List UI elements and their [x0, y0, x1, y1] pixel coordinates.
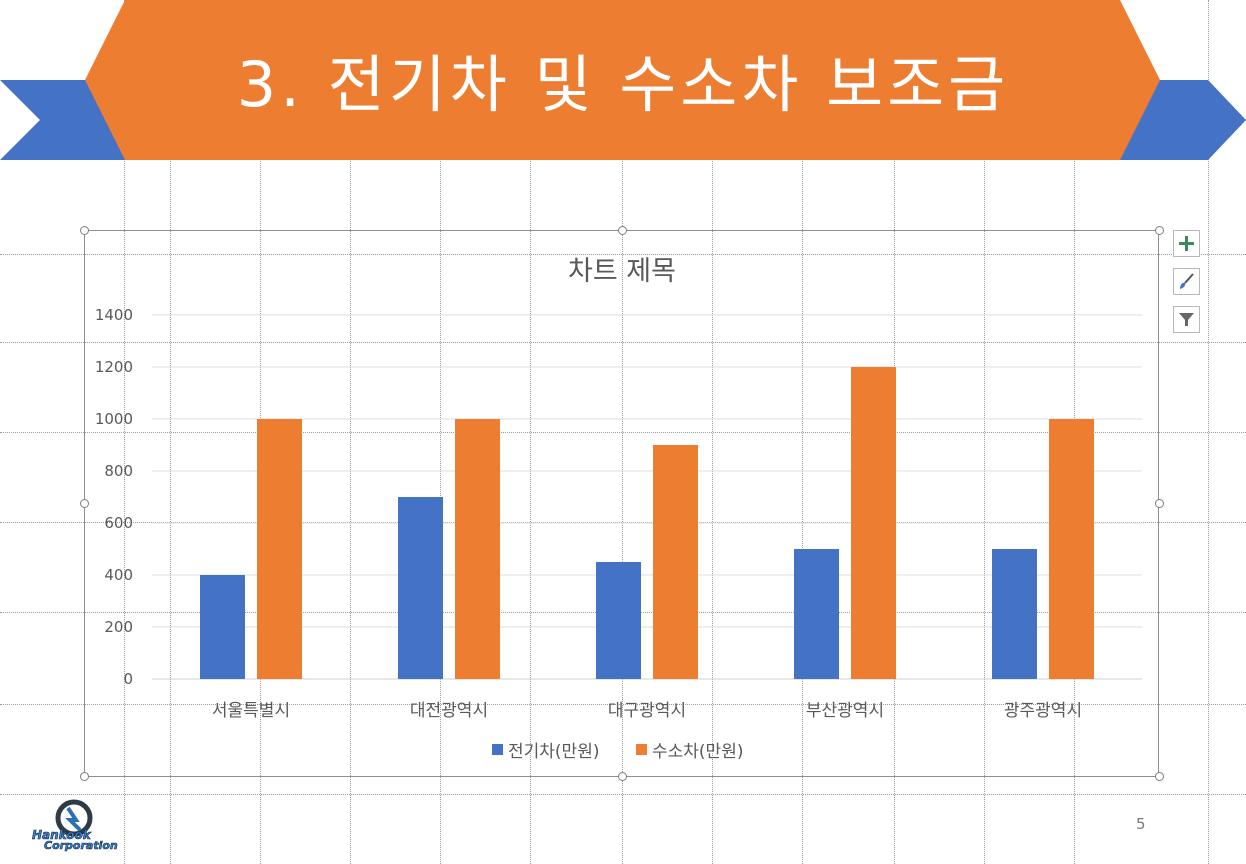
plus-icon [1179, 236, 1194, 251]
x-tick-label: 광주광역시 [1004, 701, 1082, 721]
banner-shape [0, 0, 1246, 160]
guide-line [1208, 0, 1209, 864]
bar-hydrogen [257, 419, 302, 679]
x-tick-label: 대구광역시 [608, 701, 686, 721]
guide-line [0, 432, 1246, 433]
left-ribbon-tail [0, 80, 125, 160]
guide-line [530, 0, 531, 864]
slide-title[interactable]: 3. 전기차 및 수소차 보조금 [236, 48, 1010, 121]
resize-handle[interactable] [1155, 499, 1164, 508]
x-tick-label: 대전광역시 [410, 701, 488, 721]
right-ribbon-tail [1120, 80, 1246, 160]
bar-ev [794, 549, 839, 679]
brush-icon [1180, 273, 1194, 289]
resize-handle[interactable] [618, 772, 627, 781]
guide-line [0, 254, 1246, 255]
y-tick-label: 0 [123, 670, 133, 688]
resize-handle[interactable] [1155, 226, 1164, 235]
company-logo: Hankook Corporation [30, 798, 140, 854]
y-tick-label: 600 [104, 514, 133, 532]
logo-mark [55, 799, 93, 837]
guide-line [0, 342, 1246, 343]
bar-hydrogen [1049, 419, 1094, 679]
guide-line [350, 0, 351, 864]
guide-line [802, 0, 803, 864]
filter-icon [1179, 313, 1194, 326]
guide-line [984, 0, 985, 864]
title-banner[interactable]: 3. 전기차 및 수소차 보조금 [0, 0, 1246, 165]
legend-swatch [636, 744, 647, 755]
resize-handle[interactable] [80, 772, 89, 781]
bar-hydrogen [455, 419, 500, 679]
bar-hydrogen [851, 367, 896, 679]
guide-line [712, 0, 713, 864]
y-tick-label: 1200 [95, 358, 133, 376]
logo-line-2: Corporation [44, 839, 118, 853]
bar-ev [398, 497, 443, 679]
chart-title: 차트 제목 [568, 256, 676, 287]
y-tick-label: 800 [104, 462, 133, 480]
banner-main [85, 0, 1160, 160]
y-tick-label: 1400 [95, 306, 133, 324]
guide-line [124, 0, 125, 864]
logo-line-1: Hankook [32, 828, 91, 843]
chart-filters-button[interactable] [1173, 306, 1200, 333]
y-tick-label: 1000 [95, 410, 133, 428]
chart-styles-button[interactable] [1173, 268, 1200, 295]
resize-handle[interactable] [80, 499, 89, 508]
bar-hydrogen [653, 445, 698, 679]
guide-line [170, 0, 171, 864]
bar-ev [200, 575, 245, 679]
bar-ev [992, 549, 1037, 679]
resize-handle[interactable] [1155, 772, 1164, 781]
legend-swatch [492, 744, 503, 755]
resize-handle[interactable] [618, 226, 627, 235]
guide-line [440, 0, 441, 864]
guide-line [0, 704, 1246, 705]
x-tick-label: 부산광역시 [806, 701, 884, 721]
resize-handle[interactable] [80, 226, 89, 235]
page-number: 5 [1136, 815, 1146, 833]
guide-line [622, 0, 623, 864]
y-tick-label: 200 [104, 618, 133, 636]
legend-label: 수소차(만원) [652, 742, 743, 762]
chart-elements-button[interactable] [1173, 230, 1200, 257]
guide-line [0, 794, 1246, 795]
y-tick-label: 400 [104, 566, 133, 584]
bar-ev [596, 562, 641, 679]
legend-label: 전기차(만원) [508, 742, 599, 762]
x-tick-label: 서울특별시 [212, 701, 290, 721]
